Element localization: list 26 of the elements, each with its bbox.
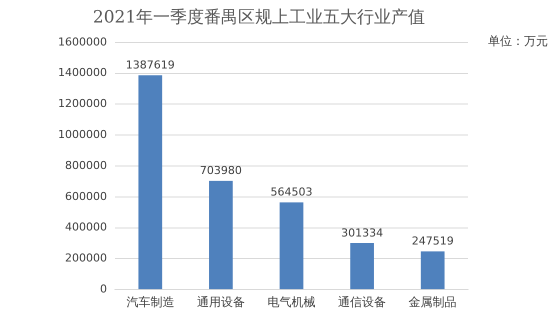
x-tick-label: 金属制品 bbox=[408, 294, 457, 309]
bar bbox=[420, 251, 445, 290]
x-tick-label: 汽车制造 bbox=[126, 294, 174, 309]
x-tick-label: 通信设备 bbox=[338, 294, 386, 309]
text: 单位：万元 bbox=[488, 34, 548, 48]
x-tick-label: 电气机械 bbox=[267, 294, 316, 309]
y-tick-label: 600000 bbox=[64, 190, 107, 203]
y-tick-label: 200000 bbox=[64, 252, 107, 265]
bar bbox=[280, 202, 304, 290]
y-tick-label: 400000 bbox=[64, 220, 107, 234]
bar bbox=[209, 180, 233, 290]
data-label: 301334 bbox=[341, 226, 384, 240]
bar bbox=[138, 75, 162, 290]
data-label: 247519 bbox=[412, 234, 454, 248]
x-tick-label: 通用设备 bbox=[196, 294, 245, 309]
y-tick-label: 1200000 bbox=[58, 97, 107, 110]
bar bbox=[350, 243, 374, 290]
data-label: 564503 bbox=[270, 186, 312, 199]
y-tick-label: 800000 bbox=[64, 158, 107, 172]
data-label: 1387619 bbox=[126, 58, 175, 72]
data-label: 703980 bbox=[200, 164, 242, 178]
y-tick-label: 1000000 bbox=[58, 128, 107, 141]
y-tick-label: 0 bbox=[100, 282, 107, 296]
y-tick-label: 1400000 bbox=[58, 66, 107, 80]
chart-title: 2021年一季度番禺区规上工业五大行业产值 bbox=[92, 8, 426, 28]
y-tick-label: 1600000 bbox=[58, 35, 107, 48]
